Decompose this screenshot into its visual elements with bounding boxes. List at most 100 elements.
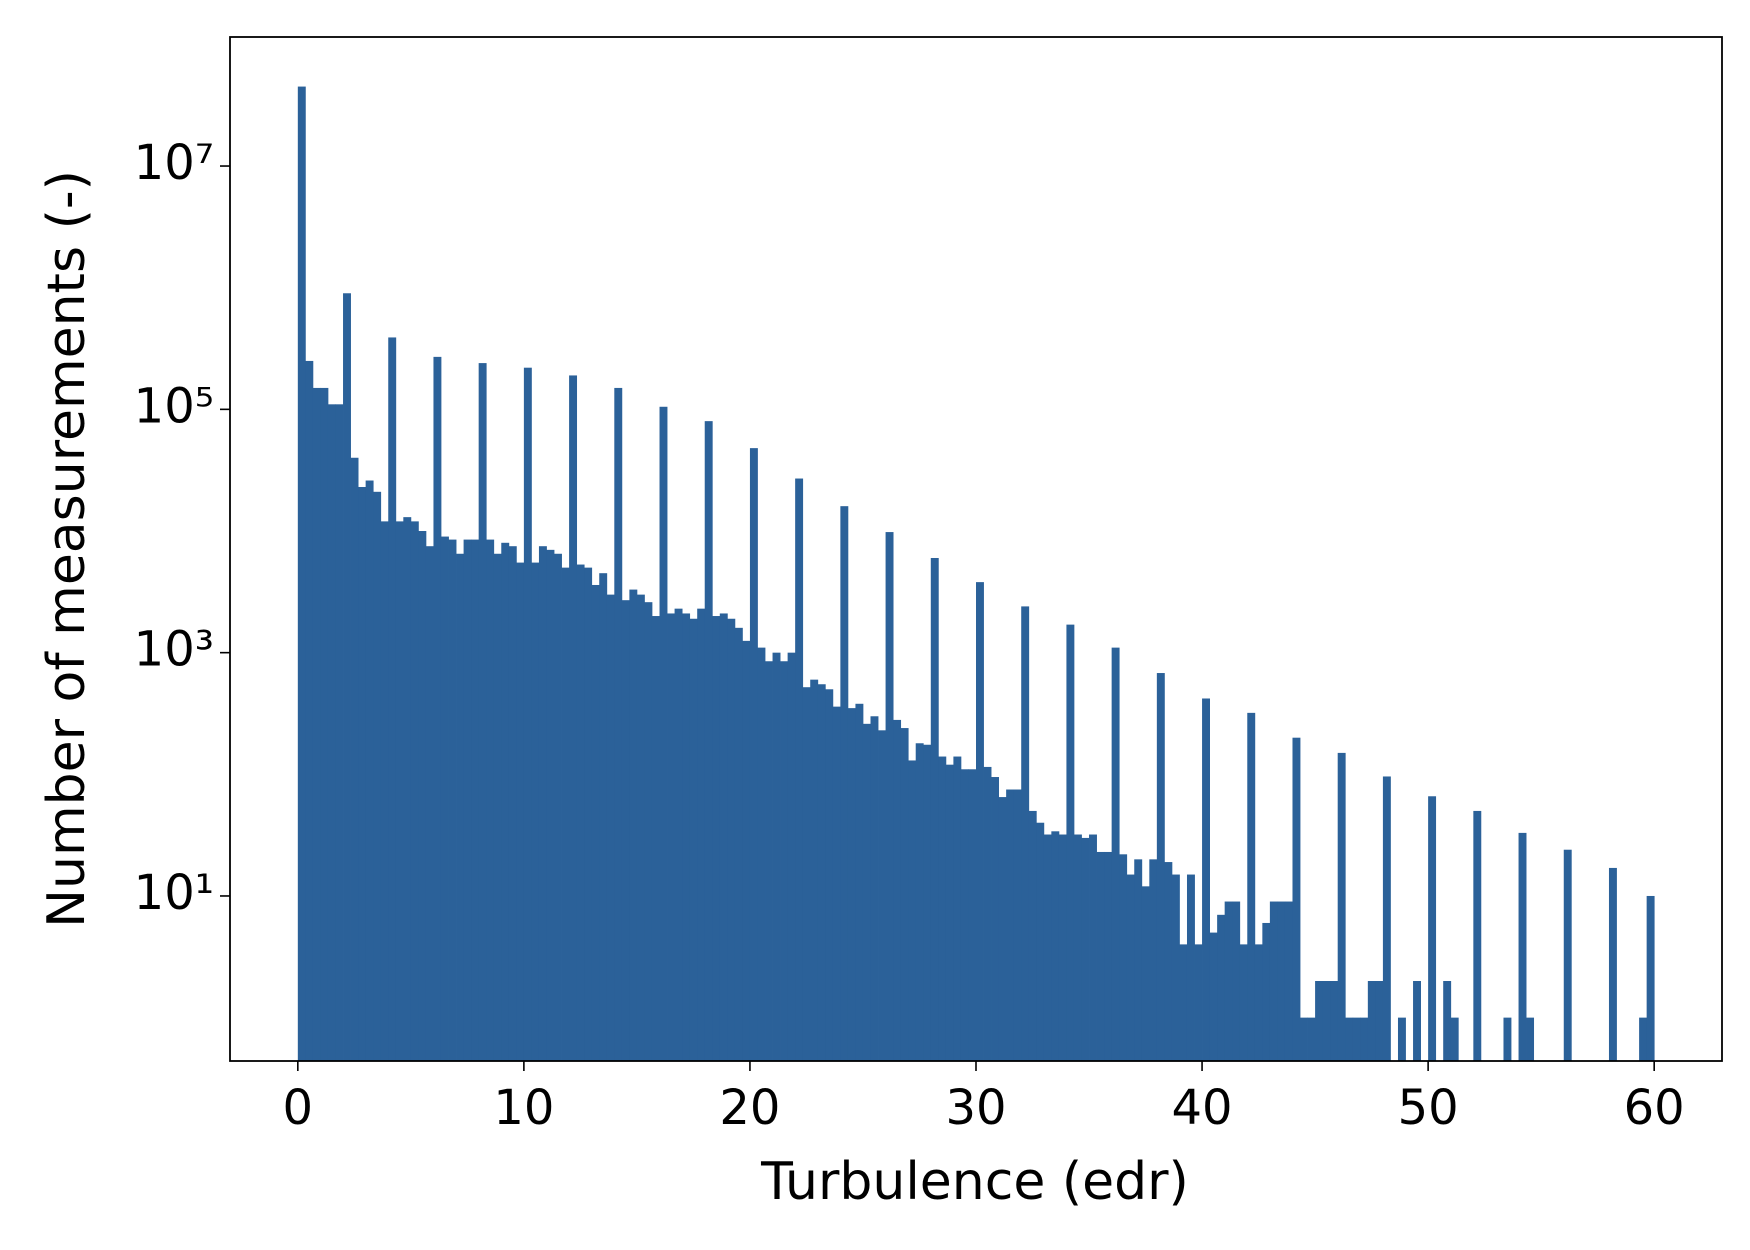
bar	[599, 573, 608, 1061]
bar	[584, 567, 593, 1061]
bar	[1413, 981, 1421, 1061]
bar	[448, 539, 457, 1061]
bar	[320, 387, 329, 1061]
bar	[591, 584, 600, 1061]
bar	[780, 661, 789, 1061]
bar	[870, 716, 879, 1061]
bar	[388, 337, 397, 1061]
bar	[908, 760, 917, 1061]
x-tick-label: 40	[1172, 1080, 1233, 1136]
bar	[1126, 874, 1135, 1061]
bar	[1111, 647, 1120, 1061]
bar	[787, 652, 796, 1061]
y-tick-label: 10³	[134, 622, 214, 678]
bar	[1202, 698, 1210, 1061]
bar	[1300, 1017, 1308, 1061]
bar	[734, 627, 743, 1061]
bar	[531, 562, 540, 1061]
bar	[1073, 834, 1082, 1061]
x-tick-label: 60	[1624, 1080, 1685, 1136]
bar	[1164, 862, 1173, 1061]
bar	[719, 613, 728, 1061]
bar	[1006, 789, 1015, 1061]
bar	[343, 293, 351, 1061]
bar	[614, 387, 623, 1061]
bar	[667, 613, 675, 1061]
bar	[712, 616, 721, 1061]
bar	[659, 406, 668, 1061]
bar	[636, 594, 645, 1061]
bar	[478, 363, 487, 1061]
bar	[1262, 922, 1271, 1061]
bar	[1443, 981, 1452, 1061]
bar	[1186, 874, 1195, 1061]
bar	[983, 766, 992, 1061]
bar	[1171, 874, 1180, 1061]
bar	[523, 367, 532, 1061]
bar	[576, 564, 585, 1061]
bar	[1277, 901, 1286, 1061]
bar	[561, 567, 570, 1061]
bar	[1247, 712, 1256, 1061]
bar	[1563, 849, 1572, 1061]
bar	[373, 491, 382, 1061]
bar	[1232, 901, 1241, 1061]
bar	[463, 539, 472, 1061]
x-tick-label: 0	[283, 1080, 314, 1136]
bar	[862, 723, 871, 1061]
bar	[606, 594, 615, 1061]
bar	[1254, 944, 1263, 1061]
bar	[1330, 981, 1339, 1061]
bar	[493, 553, 502, 1061]
bar	[945, 764, 954, 1061]
bar	[433, 356, 442, 1061]
bar	[960, 769, 969, 1061]
bar	[1428, 796, 1437, 1061]
bar	[1503, 1017, 1512, 1061]
bar	[1646, 895, 1655, 1061]
bar	[1013, 789, 1022, 1061]
bar	[1043, 834, 1052, 1061]
bar	[1337, 752, 1346, 1061]
bar	[410, 521, 419, 1061]
bar	[1315, 981, 1324, 1061]
bar	[704, 421, 713, 1061]
bar	[998, 797, 1007, 1061]
y-axis-label: Number of measurements (-)	[37, 170, 97, 928]
bar	[900, 728, 909, 1061]
bar	[440, 536, 449, 1061]
bar	[629, 589, 638, 1061]
bar	[305, 360, 314, 1061]
bar	[1134, 859, 1143, 1061]
bar	[621, 600, 630, 1061]
bar	[1345, 1017, 1354, 1061]
bar	[930, 557, 939, 1061]
bar	[508, 546, 517, 1061]
bar	[1518, 832, 1527, 1061]
bar	[1284, 901, 1293, 1061]
bar	[749, 448, 758, 1061]
bar	[1089, 834, 1097, 1061]
bar	[1375, 981, 1384, 1061]
bar	[825, 689, 834, 1061]
bar	[471, 539, 480, 1061]
bar	[1149, 859, 1158, 1061]
bar	[418, 531, 427, 1061]
bar	[915, 743, 924, 1061]
bar	[1639, 1017, 1648, 1061]
bar	[516, 562, 525, 1061]
bar	[1104, 851, 1113, 1061]
bar	[501, 542, 510, 1061]
bar	[1269, 901, 1278, 1061]
x-tick-label: 50	[1398, 1080, 1459, 1136]
bar	[297, 86, 306, 1061]
bar	[1239, 944, 1248, 1061]
bar	[1058, 834, 1067, 1061]
bar	[885, 532, 894, 1061]
bar	[486, 539, 495, 1061]
bar	[403, 517, 412, 1061]
bar	[546, 549, 555, 1061]
y-tick-label: 10¹	[134, 865, 214, 921]
bar	[1450, 1017, 1459, 1061]
